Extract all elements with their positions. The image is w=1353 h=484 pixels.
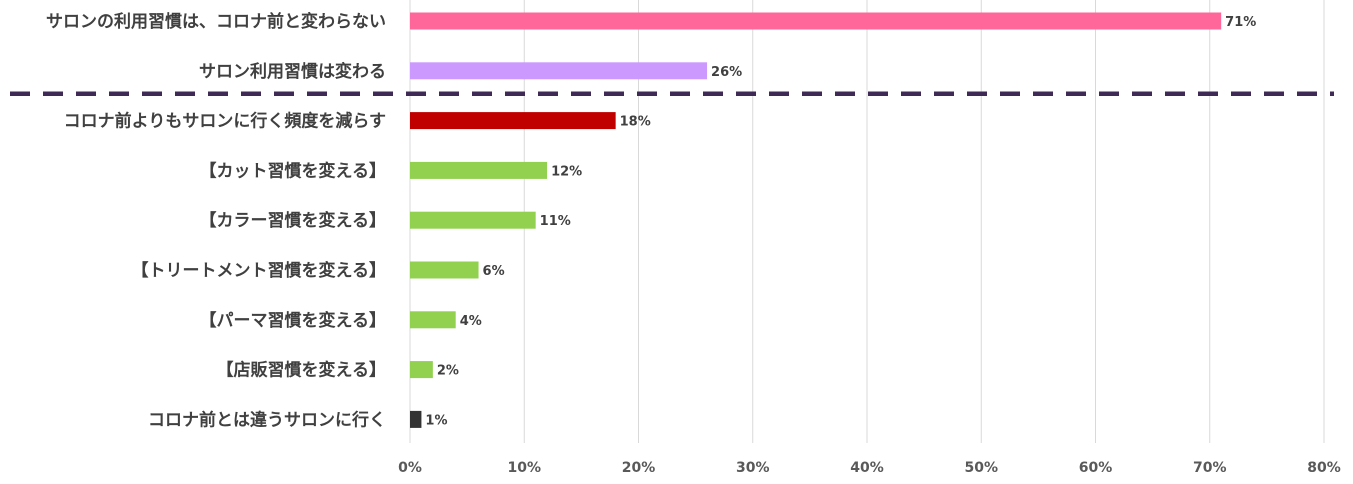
data-label: 26% — [711, 65, 742, 80]
x-tick-label: 80% — [1307, 460, 1341, 476]
x-tick-label: 60% — [1079, 460, 1113, 476]
category-label: 【パーマ習慣を変える】 — [200, 310, 387, 331]
x-tick-label: 70% — [1193, 460, 1227, 476]
x-tick-label: 0% — [398, 460, 422, 476]
bar — [410, 161, 548, 179]
bar — [410, 410, 422, 428]
bar — [410, 112, 616, 130]
data-label: 18% — [620, 115, 651, 130]
category-label: 【店販習慣を変える】 — [217, 360, 387, 381]
category-label: 【カラー習慣を変える】 — [200, 210, 387, 231]
category-label: サロン利用習慣は変わる — [199, 61, 386, 82]
data-label: 4% — [460, 314, 482, 329]
x-tick-label: 20% — [622, 460, 656, 476]
bar — [410, 62, 708, 80]
x-tick-label: 50% — [964, 460, 998, 476]
data-label: 12% — [551, 164, 582, 179]
data-label: 6% — [483, 264, 505, 279]
bar — [410, 211, 536, 229]
category-label: 【トリートメント習慣を変える】 — [132, 260, 387, 281]
bar — [410, 261, 479, 279]
category-label: 【カット習慣を変える】 — [200, 160, 387, 181]
data-label: 2% — [437, 364, 459, 379]
x-tick-label: 40% — [850, 460, 884, 476]
data-label: 1% — [425, 413, 447, 428]
x-tick-label: 10% — [507, 460, 541, 476]
category-label: コロナ前とは違うサロンに行く — [148, 409, 386, 430]
category-label: コロナ前よりもサロンに行く頻度を減らす — [64, 111, 386, 132]
x-tick-label: 30% — [736, 460, 770, 476]
data-label: 11% — [540, 214, 571, 229]
category-label: サロンの利用習慣は、コロナ前と変わらない — [46, 11, 386, 32]
data-label: 71% — [1225, 15, 1256, 30]
bar — [410, 12, 1222, 30]
bar — [410, 311, 456, 329]
bar — [410, 361, 433, 379]
